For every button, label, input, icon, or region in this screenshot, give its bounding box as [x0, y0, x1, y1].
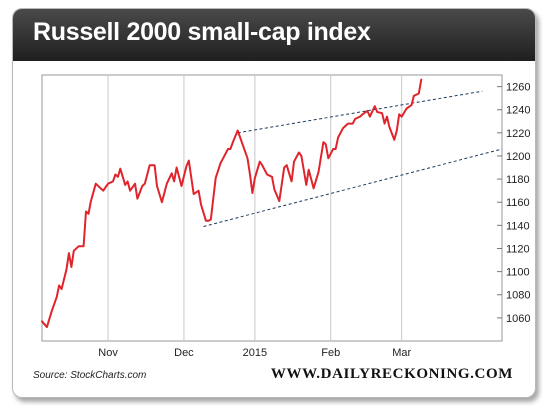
y-tick-label: 1200: [506, 151, 530, 163]
y-tick-label: 1140: [506, 220, 530, 232]
chart-card: Russell 2000 small-cap index Nov Dec 2015 F…: [12, 8, 536, 398]
plot-area: [41, 74, 503, 342]
y-tick-label: 1100: [506, 267, 530, 279]
y-tick-label: 1060: [506, 313, 530, 325]
x-tick-label: 2015: [243, 347, 267, 359]
x-tick-label: Feb: [321, 347, 340, 359]
trendline: [237, 90, 483, 134]
x-tick-label: Dec: [174, 347, 194, 359]
y-tick-label: 1160: [506, 197, 530, 209]
y-tick-label: 1120: [506, 243, 530, 255]
trendline: [203, 148, 503, 227]
y-tick-label: 1220: [506, 128, 530, 140]
brand-wordmark: WWW.DAILYRECKONING.COM: [270, 366, 513, 382]
y-tick-label: 1080: [506, 290, 530, 302]
y-tick-label: 1180: [506, 174, 530, 186]
source-note: Source: StockCharts.com: [33, 370, 147, 381]
x-tick-label: Mar: [392, 347, 411, 359]
x-tick-label: Nov: [98, 347, 118, 359]
chart-title: Russell 2000 small-cap index: [33, 18, 371, 46]
line-chart: Nov Dec 2015 Feb Mar 1060 1080 1100 1120 1140 116…: [41, 74, 530, 359]
y-tick-label: 1260: [506, 82, 530, 94]
y-tick-label: 1240: [506, 105, 530, 117]
title-bar: Russell 2000 small-cap index: [13, 9, 535, 61]
series-line: [41, 78, 423, 329]
